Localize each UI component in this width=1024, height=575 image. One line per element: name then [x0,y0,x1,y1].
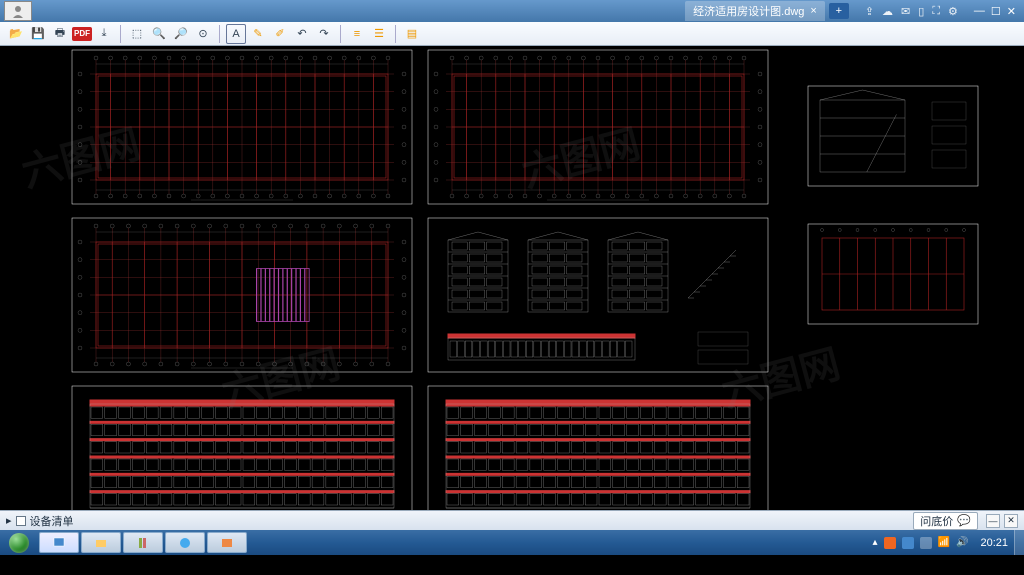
show-desktop-button[interactable] [1014,530,1024,555]
cad-status-bar: ▸ 设备清单 问底价 💬 — ✕ [0,510,1024,530]
status-min-button[interactable]: — [986,514,1000,528]
select-button[interactable]: ⬚ [127,24,147,44]
share-icon[interactable]: ⇪ [865,5,874,18]
redo-button[interactable]: ↷ [314,24,334,44]
undo-button[interactable]: ↶ [292,24,312,44]
new-tab-button[interactable]: + [829,3,849,19]
text-button[interactable]: A [226,24,246,44]
pencil-button[interactable]: ✎ [248,24,268,44]
windows-taskbar: ▴ 📶 🔊 20:21 [0,530,1024,555]
open-button[interactable]: 📂 [6,24,26,44]
system-tray[interactable]: ▴ 📶 🔊 [867,537,975,549]
tray-icon[interactable] [884,537,896,549]
task-item[interactable] [123,532,163,553]
save-button[interactable]: 💾 [28,24,48,44]
tray-icon[interactable] [902,537,914,549]
drawing-canvas[interactable] [0,46,1024,530]
header-icons: ⇪ ☁ ✉ ▯ ⛶ ⚙ [857,5,966,18]
tab-close-icon[interactable]: × [810,5,816,17]
zoom-in-button[interactable]: 🔍 [149,24,169,44]
task-item[interactable] [39,532,79,553]
taskbar-clock[interactable]: 20:21 [974,537,1014,549]
start-button[interactable] [0,530,38,555]
minimize-button[interactable]: — [974,5,985,18]
print-button[interactable]: 🖶 [50,24,70,44]
drawing-canvas-wrap: 六图网 六图网 六图网 六图网 ▸ 设备清单 问底价 💬 — ✕ [0,46,1024,530]
title-bar: 经济适用房设计图.dwg × + ⇪ ☁ ✉ ▯ ⛶ ⚙ — ☐ ✕ [0,0,1024,22]
stack-button[interactable]: ▤ [402,24,422,44]
tray-icon[interactable] [920,537,932,549]
expand-icon[interactable]: ▸ [6,514,12,527]
volume-icon[interactable]: 🔊 [956,537,968,548]
layers2-button[interactable]: ☰ [369,24,389,44]
zoom-fit-button[interactable]: ⊙ [193,24,213,44]
network-icon[interactable]: 📶 [938,537,950,548]
settings-icon[interactable]: ⚙ [948,5,958,18]
ask-price-button[interactable]: 问底价 💬 [913,512,978,530]
cad-svg [0,46,1024,530]
phone-icon[interactable]: ▯ [918,5,924,18]
ask-price-icon: 💬 [957,514,971,527]
maximize-button[interactable]: ☐ [991,5,1001,18]
panel-label: 设备清单 [30,513,74,529]
tray-expand-icon[interactable]: ▴ [873,537,878,548]
task-item[interactable] [165,532,205,553]
pdf-button[interactable]: PDF [72,24,92,44]
fullscreen-icon[interactable]: ⛶ [932,5,940,18]
status-close-button[interactable]: ✕ [1004,514,1018,528]
highlight-button[interactable]: ✐ [270,24,290,44]
task-item[interactable] [207,532,247,553]
close-button[interactable]: ✕ [1007,5,1016,18]
layers-button[interactable]: ≡ [347,24,367,44]
main-toolbar: 📂 💾 🖶 PDF ⤓ ⬚ 🔍 🔎 ⊙ A ✎ ✐ ↶ ↷ ≡ ☰ ▤ [0,22,1024,46]
task-item[interactable] [81,532,121,553]
user-avatar[interactable] [4,1,32,21]
document-tab-label: 经济适用房设计图.dwg [693,3,804,19]
chat-icon[interactable]: ✉ [901,5,910,18]
ask-price-label: 问底价 [920,513,953,529]
document-tab[interactable]: 经济适用房设计图.dwg × [685,1,825,21]
cloud-icon[interactable]: ☁ [882,5,893,18]
export-button[interactable]: ⤓ [94,24,114,44]
zoom-out-button[interactable]: 🔎 [171,24,191,44]
panel-checkbox[interactable] [16,516,26,526]
